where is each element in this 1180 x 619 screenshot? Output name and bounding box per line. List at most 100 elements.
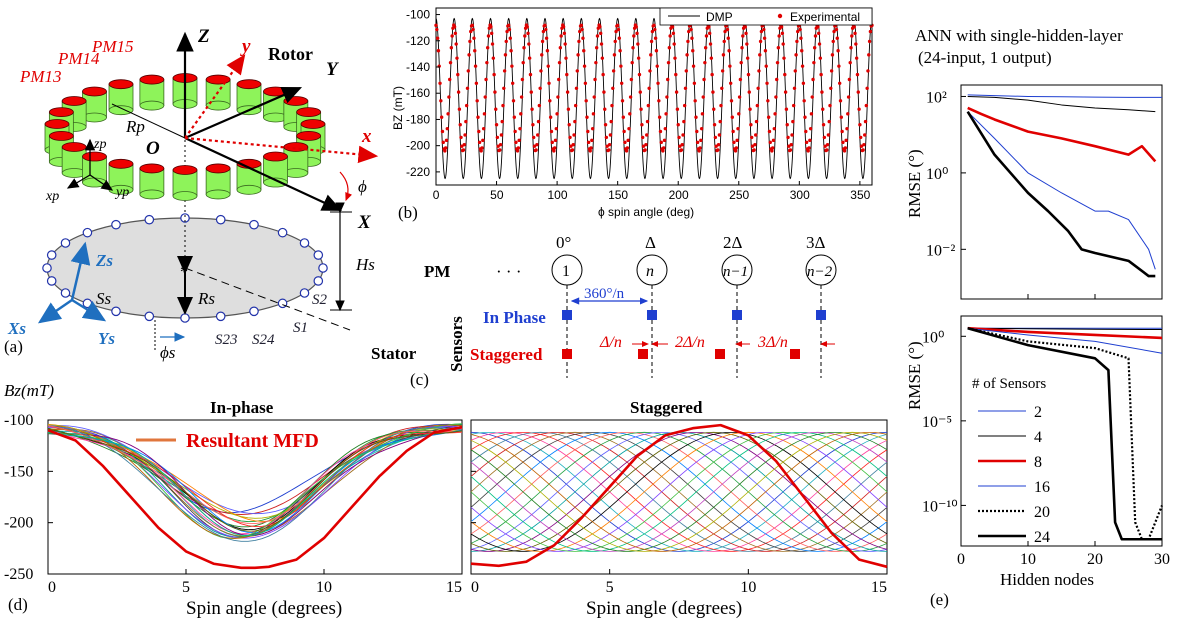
b-exp-point: [836, 49, 840, 53]
b-exp-point: [663, 126, 667, 131]
d-xtick-label: 10: [316, 579, 332, 596]
b-exp-point: [641, 144, 646, 148]
b-exp-point: [537, 103, 542, 108]
b-exp-point: [700, 112, 705, 116]
b-exp-point: [439, 115, 444, 119]
phi-arc: [339, 171, 353, 202]
b-exp-point: [701, 95, 705, 99]
b-exp-point: [702, 77, 706, 82]
b-exp-point: [826, 133, 831, 137]
d-ytick-label: -100: [4, 412, 33, 429]
b-exp-point: [471, 27, 475, 32]
b-exp-point: [620, 81, 624, 85]
b-exp-point: [845, 126, 849, 131]
b-exp-point: [434, 23, 438, 28]
b-exp-point: [658, 129, 663, 134]
b-exp-point: [610, 103, 614, 108]
b-exp-point: [775, 60, 780, 65]
b-exp-point: [514, 140, 518, 145]
b-exp-point: [480, 146, 484, 150]
b-exp-point: [652, 23, 656, 28]
b-exp-point: [666, 77, 670, 82]
b-exp-point: [771, 138, 776, 143]
e-top-ytick-label: 10²: [926, 89, 947, 106]
b-exp-point: [662, 138, 667, 143]
b-exp-point: [770, 149, 774, 153]
b-exp-point: [840, 129, 844, 134]
b-exp-point: [526, 31, 530, 36]
b-exp-point: [785, 123, 789, 127]
b-exp-point: [829, 86, 833, 90]
panel-e-charts: ANN with single-hidden-layer (24-input, …: [905, 26, 1170, 609]
b-exp-point: [727, 49, 731, 53]
b-exp-point: [583, 81, 588, 85]
label-y: y: [240, 36, 251, 57]
b-exp-point: [579, 23, 584, 28]
b-exp-point: [818, 56, 823, 60]
stator-sensor: [313, 250, 324, 260]
b-exp-point: [684, 69, 688, 73]
b-exp-point: [598, 25, 602, 29]
b-exp-point: [450, 34, 454, 38]
b-exp-point: [716, 148, 720, 152]
b-legend-exp: Experimental: [790, 10, 860, 24]
b-exp-point: [532, 144, 537, 148]
b-exp-point: [712, 123, 717, 127]
b-exp-point: [857, 107, 861, 111]
b-exp-point: [623, 140, 627, 145]
b-exp-point: [508, 36, 512, 40]
magnet-bottom: [108, 105, 134, 116]
b-exp-point: [520, 77, 525, 82]
e-series-4: [967, 327, 1163, 331]
b-exp-point: [538, 86, 542, 90]
b-exp-point: [793, 69, 797, 73]
b-exp-point: [438, 81, 442, 85]
b-exp-point: [525, 25, 529, 29]
b-exp-point: [435, 27, 439, 32]
b-exp-point: [578, 29, 582, 34]
b-exp-point: [536, 119, 541, 124]
stator-sensor: [180, 313, 190, 323]
b-exp-point: [481, 138, 485, 143]
b-ytick-label: -180: [406, 112, 430, 126]
label-Ss: Ss: [96, 289, 112, 308]
e-xtick-label: 10: [1020, 551, 1036, 568]
stator-sensor: [299, 238, 310, 248]
b-exp-point: [786, 135, 790, 140]
b-exp-point: [558, 46, 563, 50]
b-exp-point: [464, 119, 468, 124]
magnet: [283, 142, 309, 178]
b-exp-point: [783, 72, 787, 77]
b-exp-point: [735, 138, 739, 143]
b-exp-point: [787, 144, 791, 148]
b-exp-point: [685, 53, 689, 57]
stator-sensor: [180, 213, 190, 223]
b-exp-point: [832, 29, 836, 34]
b-exp-point: [745, 42, 749, 46]
magnet-top: [296, 107, 322, 117]
b-exp-point: [740, 46, 744, 50]
stator-sensor: [144, 214, 155, 225]
label-rotor: Rotor: [268, 44, 313, 64]
b-exp-point: [866, 69, 870, 73]
d-ticks: 0 0 5 5 10 10 15 15 -100 -150 -200 -250: [4, 412, 888, 596]
b-exp-point: [454, 42, 458, 46]
stator-sensor: [42, 263, 52, 273]
b-exp-point: [723, 29, 727, 34]
b-ticks: 0 50 100 150 200 250 300 350 -100 -120 -140 -160 -18…: [406, 8, 871, 202]
b-exp-point: [615, 23, 620, 28]
b-exp-point: [768, 140, 772, 145]
d-xtick-label: 15: [871, 579, 887, 596]
b-exp-point: [861, 148, 865, 152]
b-exp-point: [750, 144, 755, 148]
magnet-top: [139, 74, 165, 85]
b-exp-point: [807, 146, 811, 150]
b-exp-point: [772, 126, 776, 131]
c-angle-1: Δ: [645, 233, 656, 252]
b-exp-point: [779, 25, 784, 29]
b-exp-point: [743, 25, 747, 29]
b-exp-point: [821, 123, 826, 127]
b-exp-point: [800, 64, 805, 68]
b-exp-point: [668, 34, 672, 38]
b-exp-point: [757, 69, 761, 73]
